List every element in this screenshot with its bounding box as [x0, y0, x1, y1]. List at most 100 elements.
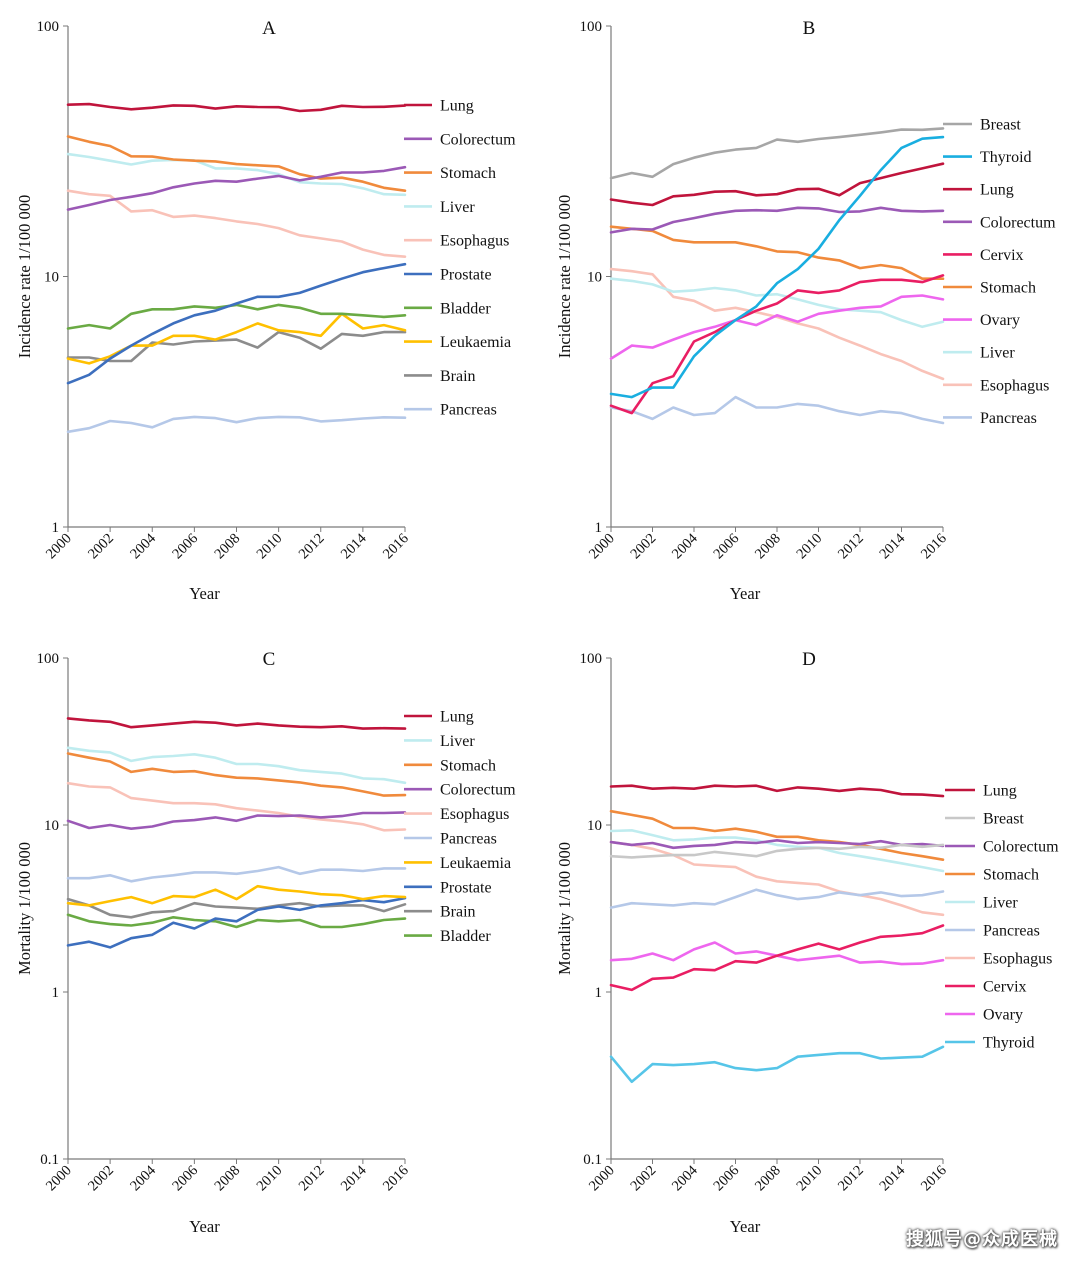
- chart-title: B: [803, 18, 816, 39]
- legend-label-pancreas: Pancreas: [983, 923, 1040, 940]
- x-tick-label: 2004: [669, 1162, 701, 1194]
- legend-label-stomach: Stomach: [440, 757, 496, 774]
- x-axis-label: Year: [730, 584, 761, 603]
- legend-label-stomach: Stomach: [980, 280, 1036, 297]
- legend-label-colorectum: Colorectum: [980, 214, 1056, 231]
- series-line-brain: [66, 897, 407, 919]
- legend-label-stomach: Stomach: [983, 867, 1039, 884]
- legend: Lung Breast Colorectum Stomach Liver Pancreas…: [945, 783, 1059, 1052]
- x-tick-label: 2008: [212, 1163, 244, 1195]
- legend-label-colorectum: Colorectum: [440, 782, 516, 799]
- x-tick-label: 2006: [711, 1163, 743, 1195]
- legend-label-lung: Lung: [980, 182, 1014, 199]
- y-axis-label: Incidence rate 1/100 000: [15, 195, 34, 359]
- legend-label-esophagus: Esophagus: [983, 951, 1052, 968]
- legend-label-liver: Liver: [983, 895, 1018, 912]
- y-tick-label: 1: [52, 985, 60, 1001]
- legend-label-cervix: Cervix: [980, 247, 1024, 264]
- x-tick-label: 2012: [835, 1163, 867, 1195]
- watermark: 搜狐号@众成医械: [906, 1229, 1058, 1250]
- x-axis-label: Year: [730, 1217, 761, 1236]
- x-tick-label: 2004: [127, 1162, 159, 1194]
- legend-label-liver: Liver: [980, 345, 1015, 362]
- series-line-pancreas: [66, 865, 407, 883]
- legend-label-brain: Brain: [440, 368, 476, 385]
- series-line-liver: [66, 152, 407, 197]
- legend-label-colorectum: Colorectum: [983, 839, 1059, 856]
- series-line-colorectum: [66, 165, 407, 211]
- series-line-pancreas: [609, 395, 945, 425]
- series-line-bladder: [66, 303, 407, 330]
- chart-panel-a: 1 10 100 2000 2002 2004 2006 2008 2010 2012 2014 20…: [15, 18, 516, 603]
- chart-panel-b: 1 10 100 2000 2002 2004 2006 2008 2010 2012 2014 20…: [555, 18, 1056, 603]
- legend-label-esophagus: Esophagus: [980, 377, 1049, 394]
- series-line-pancreas: [609, 888, 945, 909]
- legend: Lung Liver Stomach Colorectum Esophagus Pancr…: [404, 709, 516, 945]
- legend-label-pancreas: Pancreas: [440, 831, 497, 848]
- legend-label-pancreas: Pancreas: [440, 402, 497, 419]
- series-line-lung: [609, 784, 945, 798]
- series-line-esophagus: [609, 840, 945, 917]
- x-tick-label: 2008: [752, 531, 784, 563]
- y-tick-label: 10: [44, 818, 59, 834]
- x-tick-label: 2014: [877, 530, 909, 562]
- series-line-cervix: [609, 274, 945, 415]
- series-line-breast: [609, 127, 945, 180]
- x-tick-label: 2004: [127, 530, 159, 562]
- y-axis-label: Mortality 1/100 000: [555, 842, 574, 975]
- series-line-esophagus: [66, 189, 407, 259]
- series-line-leukaemia: [66, 884, 407, 907]
- legend-label-liver: Liver: [440, 199, 475, 216]
- legend-label-esophagus: Esophagus: [440, 233, 509, 250]
- series-lines: [609, 127, 945, 425]
- series-line-lung: [66, 717, 407, 730]
- legend-label-lung: Lung: [440, 709, 474, 726]
- legend-label-bladder: Bladder: [440, 300, 491, 317]
- series-line-stomach: [66, 135, 407, 192]
- series-line-colorectum: [66, 811, 407, 831]
- y-tick-label: 100: [580, 19, 603, 35]
- x-tick-label: 2014: [877, 1162, 909, 1194]
- y-tick-label: 100: [37, 19, 60, 35]
- x-tick-label: 2010: [794, 1163, 826, 1195]
- x-tick-label: 2016: [918, 531, 950, 563]
- x-tick-label: 2008: [212, 531, 244, 563]
- series-line-stomach: [609, 809, 945, 862]
- legend-label-ovary: Ovary: [980, 312, 1020, 329]
- legend-label-breast: Breast: [980, 117, 1021, 134]
- x-tick-label: 2008: [752, 1163, 784, 1195]
- series-line-thyroid: [609, 135, 945, 399]
- x-axis-label: Year: [189, 584, 220, 603]
- x-axis-label: Year: [189, 1217, 220, 1236]
- y-tick-label: 10: [587, 270, 602, 286]
- x-tick-label: 2016: [380, 531, 412, 563]
- legend-label-lung: Lung: [983, 783, 1017, 800]
- legend-label-breast: Breast: [983, 811, 1024, 828]
- series-line-thyroid: [609, 1045, 945, 1084]
- series-line-breast: [609, 843, 945, 859]
- y-tick-label: 100: [580, 651, 603, 667]
- series-lines: [66, 102, 407, 434]
- chart-title: D: [802, 649, 816, 670]
- x-tick-label: 2012: [296, 531, 328, 563]
- series-line-prostate: [66, 262, 407, 385]
- series-line-pancreas: [66, 415, 407, 434]
- series-line-ovary: [609, 941, 945, 966]
- legend-label-brain: Brain: [440, 904, 476, 921]
- legend-label-leukaemia: Leukaemia: [440, 334, 511, 351]
- legend: Lung Colorectum Stomach Liver Esophagus Prost…: [404, 98, 516, 419]
- legend-label-prostate: Prostate: [440, 879, 492, 896]
- series-line-ovary: [609, 294, 945, 360]
- series-line-lung: [609, 162, 945, 207]
- legend-label-bladder: Bladder: [440, 928, 491, 945]
- x-tick-label: 2012: [835, 531, 867, 563]
- x-tick-label: 2014: [338, 1162, 370, 1194]
- x-tick-label: 2014: [338, 530, 370, 562]
- series-line-colorectum: [609, 206, 945, 234]
- series-line-lung: [66, 102, 407, 113]
- chart-title: C: [263, 649, 276, 670]
- x-tick-label: 2010: [254, 1163, 286, 1195]
- series-line-prostate: [66, 896, 407, 949]
